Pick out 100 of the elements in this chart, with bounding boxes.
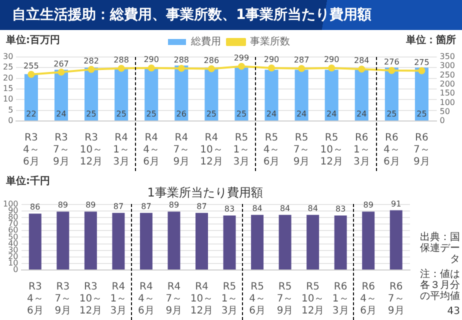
x-tick-label: R3 10～12月 <box>79 282 102 317</box>
x-tick-label: R6 1～3月 <box>332 282 349 317</box>
data-label: 84 <box>308 204 318 213</box>
data-label: 89 <box>58 200 68 210</box>
x-tick-label: R4 1～3月 <box>110 282 127 317</box>
data-label: 87 <box>141 202 152 212</box>
legend-label: 総費用 <box>190 36 221 48</box>
text: 注：値は各３月分の平均値 <box>419 269 460 302</box>
point <box>58 68 65 76</box>
data-label: 24 <box>296 110 307 119</box>
y-tick-label: 30 <box>2 52 14 62</box>
data-label: 288 <box>174 55 190 64</box>
x-tick-label: R5 7～9月 <box>276 282 294 317</box>
chart-title: 1事業所当たり費用額 <box>147 185 263 200</box>
data-label: 286 <box>204 56 220 65</box>
data-label: 290 <box>324 55 340 64</box>
data-label: 87 <box>113 202 124 212</box>
bar <box>114 68 128 120</box>
x-tick-label: R5 10～12月 <box>301 282 324 317</box>
data-label: 282 <box>84 56 99 66</box>
data-label: 25 <box>206 110 217 119</box>
y2-tick-label: 300 <box>440 61 456 70</box>
bar <box>84 68 98 120</box>
x-tick-label: R3 4～6月 <box>26 282 44 317</box>
point <box>418 67 426 74</box>
x-tick-label: R4 10～12月 <box>200 132 223 168</box>
data-label: 275 <box>414 58 430 67</box>
point <box>238 62 245 70</box>
y-tick-label: 0 <box>13 265 18 274</box>
y2-tick-label: 350 <box>440 52 456 62</box>
y2-tick-label: 250 <box>440 70 456 80</box>
point <box>328 64 336 72</box>
x-tick-label: R4 10～12月 <box>190 282 214 317</box>
y-axis-title: 単位:百万円 <box>6 34 60 47</box>
y-tick-label: 15 <box>2 84 14 94</box>
y2-tick-label: 50 <box>440 106 450 116</box>
y-tick-label: 0 <box>8 116 14 126</box>
point <box>28 70 35 78</box>
data-label: 24 <box>356 110 367 119</box>
bar <box>24 74 38 120</box>
data-label: 91 <box>391 199 402 208</box>
y-tick-label: 60 <box>8 226 18 235</box>
bar <box>234 68 248 120</box>
data-label: 22 <box>26 110 36 119</box>
y-tick-label: 100 <box>2 199 18 208</box>
point <box>358 66 366 73</box>
x-tick-label: R5 10～12月 <box>320 132 343 168</box>
y-tick-label: 20 <box>2 73 14 82</box>
data-label: 25 <box>146 110 156 119</box>
data-label: 89 <box>363 200 374 210</box>
bar <box>264 70 278 120</box>
point <box>388 67 396 74</box>
data-label: 25 <box>416 110 427 119</box>
point <box>178 64 185 72</box>
point <box>88 66 95 73</box>
data-label: 24 <box>56 110 66 119</box>
x-tick-label: R6 4～6月 <box>360 282 377 317</box>
y-tick-label: 10 <box>2 94 14 104</box>
x-tick-label: R4 7～9月 <box>173 132 190 168</box>
x-tick-label: R5 1～3月 <box>233 132 250 168</box>
x-tick-label: R4 7～9月 <box>166 282 182 317</box>
x-tick-label: R6 7～9月 <box>388 282 404 317</box>
y-tick-label: 40 <box>8 238 18 248</box>
point <box>298 65 306 72</box>
y-tick-label: 5 <box>8 105 14 114</box>
x-tick-label: R6 1～3月 <box>353 132 370 168</box>
x-tick-label: R6 4～6月 <box>383 132 400 168</box>
bar <box>294 70 308 120</box>
y-axis-title: 単位:千円 <box>6 174 50 188</box>
x-tick-label: R6 7～9月 <box>414 132 430 168</box>
data-label: 290 <box>144 55 159 64</box>
bar <box>144 68 158 120</box>
data-label: 84 <box>280 204 290 213</box>
y2-tick-label: 150 <box>440 88 456 98</box>
data-label: 24 <box>266 110 277 119</box>
point <box>148 64 155 72</box>
y-tick-label: 30 <box>8 245 18 254</box>
x-tick-label: R5 7～9月 <box>293 132 310 168</box>
text: 43 <box>446 306 460 317</box>
data-label: 24 <box>326 110 337 119</box>
data-label: 89 <box>168 200 180 210</box>
data-label: 25 <box>236 110 247 119</box>
y-tick-label: 25 <box>2 62 14 72</box>
y2-tick-label: 0 <box>440 116 445 126</box>
x-tick-label: R5 4～6月 <box>263 132 280 168</box>
data-label: 83 <box>224 204 235 214</box>
x-tick-label: R4 4～6月 <box>143 132 160 168</box>
x-tick-label: R4 1～3月 <box>113 132 130 168</box>
data-label: 25 <box>116 110 126 119</box>
data-label: 26 <box>176 110 186 119</box>
point <box>268 64 276 72</box>
x-tick-label: R3 10～12月 <box>80 132 103 168</box>
data-label: 84 <box>252 204 262 213</box>
x-tick-label: R4 4～6月 <box>138 282 154 317</box>
x-tick-label: R5 4～6月 <box>249 282 266 317</box>
data-label: 287 <box>294 56 310 65</box>
x-tick-label: R3 7～9月 <box>54 282 72 317</box>
bar <box>414 68 428 120</box>
data-label: 284 <box>354 56 370 66</box>
legend-label: 事業所数 <box>250 36 290 48</box>
